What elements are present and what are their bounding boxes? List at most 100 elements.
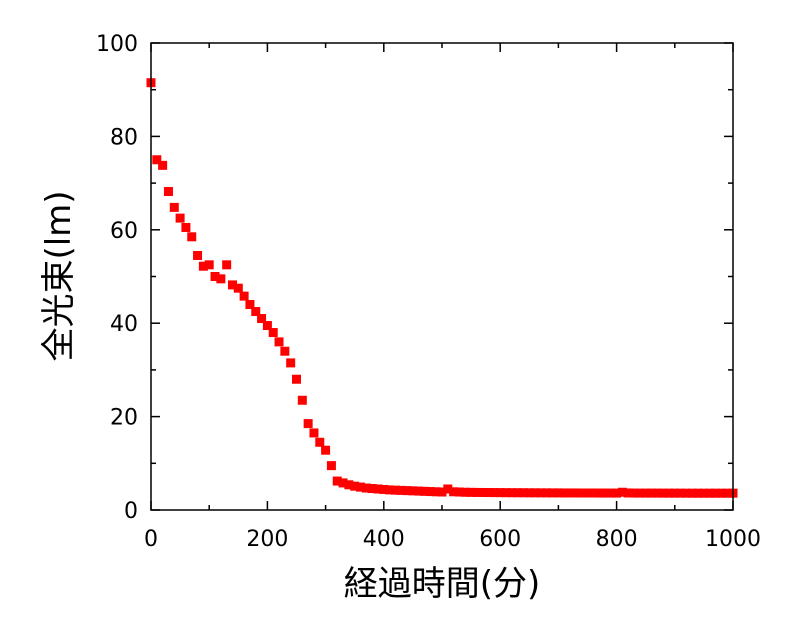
- data-point: [530, 488, 540, 498]
- data-point: [210, 272, 220, 281]
- data-point: [431, 487, 441, 497]
- data-point: [332, 476, 342, 486]
- data-point: [542, 488, 552, 498]
- data-point: [606, 488, 616, 498]
- data-point: [402, 486, 412, 496]
- data-markers: [146, 78, 738, 498]
- x-tick-label: 200: [246, 527, 288, 552]
- data-point: [518, 488, 528, 498]
- data-point: [321, 445, 331, 455]
- data-point: [187, 232, 197, 242]
- data-point: [175, 213, 185, 223]
- data-point: [658, 488, 668, 498]
- data-point: [501, 488, 511, 498]
- data-point: [553, 488, 563, 498]
- data-point: [181, 222, 191, 232]
- data-point: [158, 160, 168, 170]
- data-point: [390, 485, 400, 495]
- data-point: [396, 485, 406, 495]
- data-point: [693, 488, 703, 498]
- data-point: [373, 484, 383, 494]
- data-point: [356, 482, 366, 492]
- data-point: [588, 488, 598, 498]
- data-point: [408, 486, 418, 496]
- data-point: [536, 488, 546, 498]
- data-point: [548, 488, 558, 498]
- data-point: [484, 488, 494, 498]
- data-point: [216, 274, 226, 284]
- data-point: [472, 487, 482, 497]
- data-point: [722, 488, 732, 498]
- data-point: [245, 300, 255, 310]
- data-point: [460, 487, 470, 497]
- data-point: [309, 428, 319, 438]
- data-point: [367, 484, 377, 494]
- data-point: [198, 261, 208, 271]
- data-point: [600, 488, 610, 498]
- data-point: [385, 485, 395, 495]
- data-point: [565, 488, 575, 498]
- data-point: [292, 374, 301, 384]
- data-point: [425, 487, 435, 497]
- data-point: [507, 488, 517, 498]
- axis-ticks: [150, 42, 734, 511]
- data-point: [652, 488, 662, 498]
- data-point: [495, 488, 505, 498]
- data-point: [594, 488, 604, 498]
- data-point: [617, 487, 627, 497]
- data-point: [361, 483, 371, 493]
- data-point: [711, 488, 721, 498]
- data-point: [303, 419, 313, 429]
- data-point: [489, 488, 499, 498]
- data-point: [414, 486, 424, 496]
- data-point: [454, 487, 464, 497]
- data-point: [379, 484, 389, 494]
- data-point: [716, 488, 726, 498]
- data-point: [338, 478, 348, 488]
- data-point: [204, 260, 214, 270]
- data-point: [152, 155, 162, 165]
- y-axis-title: 全光束(lm): [39, 190, 79, 361]
- data-point: [635, 488, 645, 498]
- plot-frame: [150, 42, 734, 511]
- data-point: [478, 487, 488, 497]
- data-point: [315, 437, 325, 447]
- data-point: [699, 488, 709, 498]
- data-point: [623, 488, 633, 498]
- data-point: [687, 488, 697, 498]
- data-point: [222, 260, 232, 270]
- x-tick-label: 0: [144, 527, 158, 552]
- data-point: [612, 488, 622, 498]
- data-point: [193, 250, 203, 260]
- data-point: [437, 487, 447, 497]
- data-point: [326, 461, 336, 471]
- data-point: [257, 314, 267, 324]
- data-point: [449, 487, 459, 497]
- data-point: [583, 488, 592, 498]
- data-point: [350, 481, 360, 491]
- data-point: [629, 488, 639, 498]
- data-point: [297, 395, 307, 405]
- data-point: [559, 488, 569, 498]
- x-tick-label: 1000: [705, 527, 761, 552]
- data-point: [524, 488, 534, 498]
- data-point: [420, 486, 430, 496]
- data-point: [705, 488, 715, 498]
- x-tick-labels: 0 200 400 600 800 1000: [144, 527, 761, 552]
- data-point: [466, 487, 476, 497]
- x-tick-label: 800: [596, 527, 638, 552]
- data-point: [641, 488, 651, 498]
- data-point: [577, 488, 587, 498]
- data-point: [286, 358, 296, 368]
- x-axis-title: 経過時間(分): [344, 564, 541, 604]
- y-tick-label: 80: [110, 125, 138, 150]
- data-point: [274, 337, 284, 347]
- data-point: [676, 488, 686, 498]
- y-tick-label: 20: [110, 406, 138, 431]
- data-point: [227, 280, 237, 290]
- y-tick-labels: 0 20 40 60 80 100: [96, 32, 138, 524]
- data-point: [681, 488, 691, 498]
- data-point: [670, 488, 680, 498]
- data-point: [251, 307, 261, 317]
